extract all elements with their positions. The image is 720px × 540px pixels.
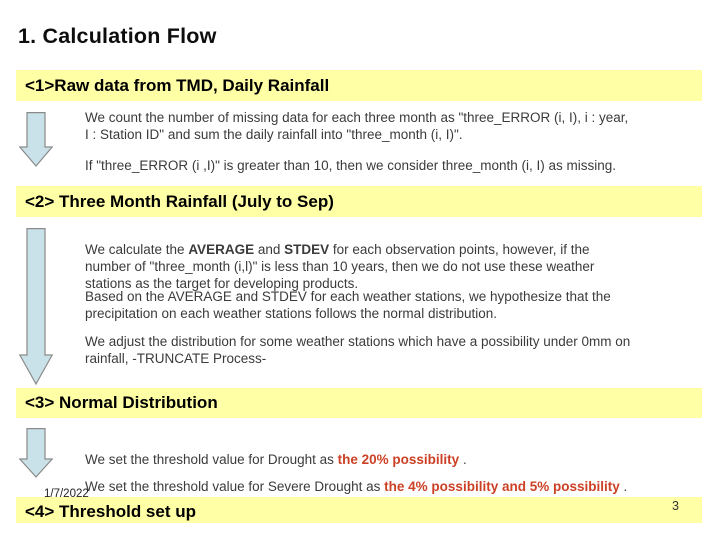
date-stamp: 1/7/2022 (44, 488, 89, 500)
paragraph: We calculate the AVERAGE and STDEV for e… (85, 224, 705, 292)
section-1-banner: <1>Raw data from TMD, Daily Rainfall (16, 70, 702, 101)
section-4-banner: <4> Threshold set up (16, 497, 702, 523)
section-3-banner: <3> Normal Distribution (16, 388, 702, 418)
paragraph-text: We calculate the (85, 242, 189, 257)
paragraph-bold-text: STDEV (284, 242, 330, 257)
highlighted-text: the 20% possibility (337, 452, 460, 467)
down-arrow-icon (19, 228, 53, 385)
paragraph: Based on the AVERAGE and STDEV for each … (85, 289, 611, 321)
section-1-heading: <1>Raw data from TMD, Daily Rainfall (25, 76, 330, 95)
paragraph: If "three_ERROR (i ,I)" is greater than … (85, 158, 617, 173)
section-2-banner: <2> Three Month Rainfall (July to Sep) (16, 186, 702, 217)
paragraph-text: . (619, 479, 628, 494)
paragraph-text: We set the threshold value for Severe Dr… (85, 479, 385, 494)
page-number: 3 (672, 499, 679, 513)
section-4-heading: <4> Threshold set up (25, 502, 196, 521)
paragraph-text: . (459, 452, 467, 467)
highlighted-text: the 4% possibility and 5% possibility (384, 479, 620, 494)
section-2-heading: <2> Three Month Rainfall (July to Sep) (25, 192, 334, 211)
down-arrow-icon (19, 428, 53, 478)
paragraph-text: We set the threshold value for Drought a… (85, 452, 338, 467)
paragraph-text: for each observation points, however, if… (85, 242, 595, 291)
paragraph: We set the threshold value for Drought a… (85, 434, 705, 468)
section-3-heading: <3> Normal Distribution (25, 393, 218, 412)
slide-title: 1. Calculation Flow (18, 24, 217, 48)
down-arrow-icon (19, 112, 53, 167)
paragraph: We adjust the distribution for some weat… (85, 334, 631, 366)
paragraph-text: and (254, 242, 285, 257)
paragraph: We count the number of missing data for … (85, 110, 629, 142)
paragraph: We set the threshold value for Severe Dr… (85, 461, 705, 495)
paragraph-bold-text: AVERAGE (188, 242, 255, 257)
